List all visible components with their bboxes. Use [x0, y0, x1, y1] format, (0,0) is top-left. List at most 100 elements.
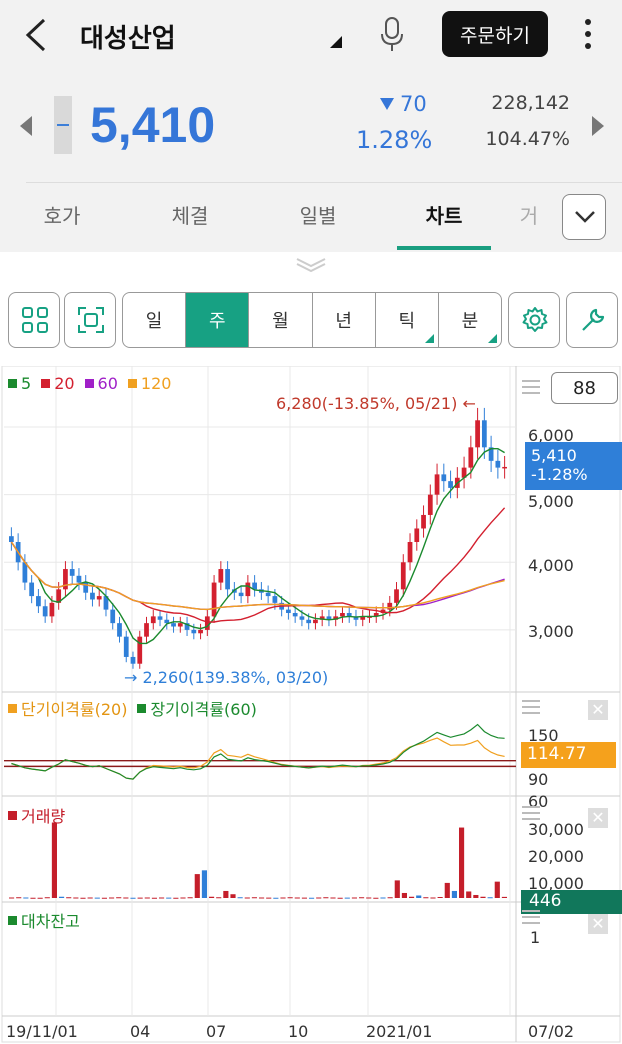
legend-short-disparity: 단기이격률(20): [8, 696, 127, 720]
chart-sheet: [0, 252, 622, 1044]
zoom-count[interactable]: 88: [551, 372, 618, 404]
price-axis-3000: 3,000: [528, 622, 574, 641]
candle: [76, 575, 82, 583]
tab-expand-button[interactable]: [562, 194, 606, 240]
volume-bar: [59, 896, 65, 898]
legend-lending: 대차잔고: [8, 908, 80, 932]
candle: [427, 494, 433, 515]
prev-stock-arrow-icon[interactable]: [20, 116, 32, 136]
grid-icon: [22, 307, 48, 333]
volume-bar: [51, 822, 57, 898]
period-selector: 일 주 월 년 틱 분: [122, 292, 502, 348]
candle: [286, 609, 291, 613]
candle: [63, 569, 68, 590]
volume-panel-menu-icon[interactable]: [522, 806, 540, 820]
price-change-value: 70: [400, 92, 427, 116]
volume-bar: [9, 897, 15, 899]
chart-canvas[interactable]: [0, 366, 622, 1044]
volume-bar: [209, 896, 215, 898]
period-tick[interactable]: 틱: [376, 293, 439, 347]
candle: [461, 467, 467, 478]
candle: [42, 606, 48, 617]
tab-orderbook[interactable]: 호가: [43, 204, 81, 228]
candle: [252, 582, 257, 590]
order-button[interactable]: 주문하기: [442, 11, 548, 57]
volume-bar: [216, 897, 222, 899]
volume-bar: [73, 897, 79, 899]
volume-bar: [187, 897, 193, 899]
candle: [29, 582, 35, 597]
current-price: 5,410: [90, 97, 216, 153]
volume-bar: [166, 897, 172, 899]
candle: [204, 616, 210, 630]
candle: [130, 656, 136, 664]
settings-button[interactable]: [508, 292, 560, 348]
stock-name[interactable]: 대성산업: [80, 24, 176, 54]
tab-daily[interactable]: 일별: [299, 204, 337, 228]
legend-ma60: 60: [84, 374, 118, 393]
candle: [414, 528, 420, 542]
tab-overflow[interactable]: 거: [519, 204, 539, 228]
next-stock-arrow-icon[interactable]: [592, 116, 604, 136]
candle: [441, 474, 447, 482]
volume-bar: [373, 897, 379, 899]
lending-close-icon[interactable]: ✕: [588, 914, 608, 934]
stock-select-caret-icon[interactable]: [330, 36, 342, 48]
drag-handle-icon[interactable]: [293, 256, 329, 272]
x-axis-label: 07/02: [528, 1022, 575, 1041]
tools-button[interactable]: [566, 292, 618, 348]
volume-bar: [273, 897, 279, 899]
volume-bar: [94, 897, 100, 899]
high-annotation: 6,280(-13.85%, 05/21) ←: [276, 394, 476, 413]
back-icon[interactable]: [18, 16, 52, 54]
oscillator-panel-menu-icon[interactable]: [522, 700, 540, 714]
period-minute[interactable]: 분: [439, 293, 501, 347]
candle: [367, 616, 372, 618]
candle: [394, 589, 399, 603]
period-year[interactable]: 년: [313, 293, 376, 347]
candle: [373, 613, 379, 617]
volume-bar: [359, 897, 365, 899]
volume-bar: [23, 897, 29, 899]
candle: [346, 613, 352, 617]
candle: [137, 636, 143, 664]
volume-bar: [237, 897, 243, 899]
candle: [211, 582, 217, 617]
candle: [164, 619, 170, 624]
volume-close-icon[interactable]: ✕: [588, 808, 608, 828]
candle: [421, 514, 426, 529]
price-change: 70: [380, 92, 427, 116]
more-menu-icon[interactable]: [576, 14, 600, 54]
oscillator-close-icon[interactable]: ✕: [588, 700, 608, 720]
candle: [448, 481, 453, 488]
lending-axis-1: 1: [530, 928, 541, 947]
period-day[interactable]: 일: [123, 293, 187, 347]
candle: [488, 447, 494, 461]
microphone-icon[interactable]: [378, 14, 406, 54]
tab-chart[interactable]: 차트: [425, 204, 463, 228]
volume-bar: [159, 897, 165, 899]
gear-icon: [522, 307, 548, 332]
volume-bar: [351, 897, 357, 899]
tab-trades[interactable]: 체결: [171, 204, 209, 228]
change-rate: 1.28%: [356, 126, 433, 154]
layout-grid-button[interactable]: [8, 292, 60, 348]
long-disparity-line: [11, 723, 505, 780]
volume-bar: [173, 897, 179, 899]
price-panel-menu-icon[interactable]: [522, 380, 540, 394]
x-axis-label: 2021/01: [366, 1022, 433, 1041]
volume-bar: [44, 897, 50, 899]
period-week[interactable]: 주: [186, 293, 250, 347]
fullscreen-button[interactable]: [64, 292, 116, 348]
chart-area[interactable]: 5 20 60 120 88 6,280(-13.85%, 05/21) ← →…: [0, 366, 622, 1044]
volume-bar: [387, 897, 393, 899]
lending-panel-menu-icon[interactable]: [522, 910, 540, 924]
candle: [22, 562, 28, 583]
volume-bar: [251, 897, 257, 899]
candle: [117, 623, 122, 637]
volume-bar: [444, 882, 450, 898]
candle: [69, 569, 75, 576]
price-axis-6000: 6,000: [528, 426, 574, 445]
volume-bar: [459, 827, 465, 898]
period-month[interactable]: 월: [249, 293, 313, 347]
